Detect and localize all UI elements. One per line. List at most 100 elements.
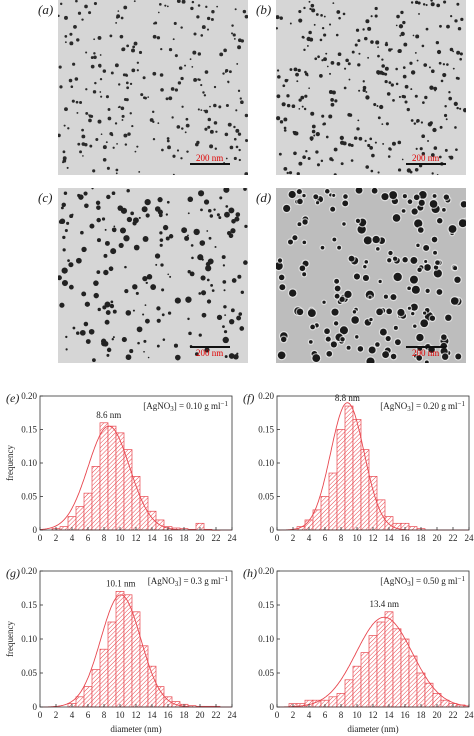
x-tick-label: 2 (54, 533, 59, 543)
y-tick-label: 0 (270, 702, 275, 712)
x-tick-label: 18 (417, 710, 427, 720)
x-tick-label: 18 (417, 533, 427, 543)
x-tick-label: 24 (465, 533, 474, 543)
x-tick-label: 20 (196, 533, 206, 543)
tem-image-b (276, 0, 466, 175)
x-tick-label: 22 (449, 533, 458, 543)
histogram-g: 0 2 4 6 8 10 12 14 16 18 20 22 2400.050.100.150.20(g… (5, 566, 238, 734)
tem-image-c (58, 188, 248, 363)
y-tick-label: 0.05 (21, 492, 37, 502)
bar (344, 679, 354, 708)
y-tick-label: 0.20 (21, 391, 37, 401)
bar (352, 419, 362, 531)
bar (424, 682, 434, 708)
particle-texture (276, 188, 466, 363)
x-tick-label: 4 (70, 533, 75, 543)
bar (131, 476, 141, 531)
x-tick-label: 0 (38, 533, 43, 543)
x-tick-label: 6 (323, 533, 328, 543)
bar (91, 465, 101, 531)
scale-label-b: 200 nm (412, 153, 440, 163)
panel-label-c: (c) (38, 190, 53, 205)
x-tick-label: 16 (401, 533, 411, 543)
y-axis-label: frequency (5, 445, 15, 481)
x-tick-label: 16 (401, 710, 411, 720)
x-tick-label: 20 (433, 533, 443, 543)
bar (107, 621, 117, 708)
y-tick-label: 0.15 (258, 425, 274, 435)
scale-bar-a (190, 163, 230, 165)
y-tick-label: 0 (33, 525, 38, 535)
x-tick-label: 20 (433, 710, 443, 720)
x-tick-label: 14 (148, 533, 158, 543)
x-tick-label: 10 (116, 710, 126, 720)
bar (99, 648, 109, 708)
x-tick-label: 22 (212, 533, 221, 543)
x-tick-label: 12 (369, 533, 378, 543)
scale-label-d: 200 nm (412, 348, 440, 358)
x-tick-label: 4 (307, 710, 312, 720)
y-tick-label: 0.15 (258, 600, 274, 610)
bar (360, 652, 370, 708)
x-tick-label: 0 (275, 710, 280, 720)
y-tick-label: 0.10 (258, 634, 274, 644)
bar (400, 638, 410, 708)
scale-label-a: 200 nm (196, 153, 224, 163)
bar (131, 611, 141, 708)
x-tick-label: 2 (54, 710, 59, 720)
peak-label: 8.6 nm (96, 410, 121, 420)
bar (416, 672, 426, 708)
bar (99, 422, 109, 531)
x-axis-label: diameter (nm) (110, 724, 161, 734)
bar (360, 449, 370, 531)
x-tick-label: 24 (228, 710, 238, 720)
bar (376, 499, 386, 531)
y-tick-label: 0.05 (258, 668, 274, 678)
concentration-annotation: [AgNO3] = 0.3 g ml−1 (148, 575, 229, 588)
histogram-e: 0 2 4 6 8 10 12 14 16 18 20 22 2400.050.100.150.20(e… (5, 391, 238, 543)
bar (328, 472, 338, 531)
x-tick-label: 22 (212, 710, 221, 720)
bar (368, 635, 378, 708)
y-tick-label: 0 (33, 702, 38, 712)
x-tick-label: 24 (228, 533, 238, 543)
concentration-annotation: [AgNO3] = 0.50 g ml−1 (380, 575, 465, 588)
panel-label: (h) (243, 566, 257, 580)
bar (344, 405, 354, 531)
bar (155, 686, 165, 708)
bar (352, 665, 362, 708)
y-tick-label: 0.15 (21, 425, 37, 435)
x-tick-label: 12 (132, 533, 141, 543)
peak-label: 13.4 nm (369, 599, 399, 609)
x-tick-label: 8 (339, 710, 344, 720)
panel-label-a: (a) (38, 2, 54, 17)
bar (384, 611, 394, 708)
x-tick-label: 8 (339, 533, 344, 543)
particle-texture (58, 0, 248, 175)
y-tick-label: 0.20 (21, 566, 37, 576)
y-tick-label: 0.10 (258, 458, 274, 468)
x-tick-label: 18 (180, 533, 190, 543)
bar (320, 496, 330, 531)
panel-label: (e) (6, 391, 19, 405)
tem-image-d (276, 188, 466, 363)
x-axis-label: diameter (nm) (347, 724, 398, 734)
bar (139, 496, 149, 531)
x-tick-label: 14 (148, 710, 158, 720)
tem-image-a (58, 0, 248, 175)
bar (107, 425, 117, 531)
scale-bar-c (190, 346, 230, 348)
x-tick-label: 0 (275, 533, 280, 543)
y-tick-label: 0.05 (258, 492, 274, 502)
bar (368, 476, 378, 531)
x-tick-label: 6 (323, 710, 328, 720)
particle-texture (276, 0, 466, 175)
panel-label-d: (d) (256, 190, 272, 205)
y-tick-label: 0 (270, 525, 275, 535)
bar (376, 621, 386, 708)
bar (408, 655, 418, 708)
x-tick-label: 22 (449, 710, 458, 720)
x-tick-label: 16 (164, 710, 174, 720)
bar (328, 696, 338, 708)
x-tick-label: 10 (353, 710, 363, 720)
